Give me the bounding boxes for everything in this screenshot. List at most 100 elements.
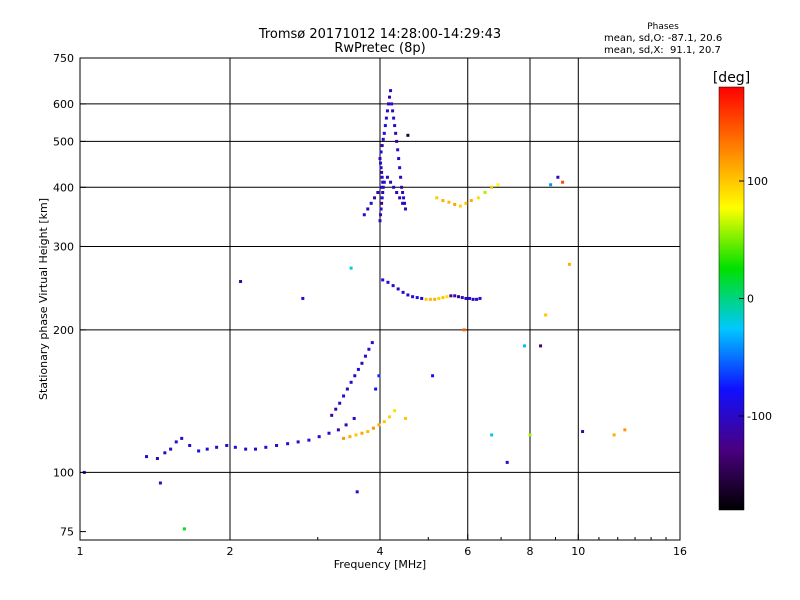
echo-point bbox=[317, 435, 321, 439]
echo-point bbox=[379, 166, 383, 170]
echo-point bbox=[567, 262, 571, 266]
echo-point bbox=[393, 409, 397, 413]
echo-point bbox=[381, 278, 385, 282]
echo-point bbox=[612, 433, 616, 437]
echo-point bbox=[380, 144, 384, 148]
echo-point bbox=[215, 445, 219, 449]
echo-point bbox=[286, 442, 290, 446]
echo-point bbox=[362, 213, 366, 217]
echo-point bbox=[378, 219, 382, 223]
echo-point bbox=[528, 433, 532, 437]
echo-point bbox=[437, 296, 441, 300]
echo-point bbox=[145, 455, 149, 459]
echo-point bbox=[389, 89, 393, 93]
echo-point bbox=[371, 426, 375, 430]
echo-point bbox=[370, 341, 374, 345]
phases-header: Phases bbox=[647, 22, 679, 32]
echo-point bbox=[205, 447, 209, 451]
echo-point bbox=[334, 407, 338, 411]
echo-point bbox=[433, 297, 437, 301]
echo-point bbox=[561, 180, 565, 184]
echo-point bbox=[188, 443, 192, 447]
y-tick-label: 500 bbox=[53, 135, 74, 148]
echo-point bbox=[354, 433, 358, 437]
echo-point bbox=[253, 447, 257, 451]
echo-point bbox=[496, 183, 500, 187]
echo-point bbox=[397, 157, 401, 161]
echo-point bbox=[296, 440, 300, 444]
echo-point bbox=[464, 201, 468, 205]
echo-point bbox=[445, 295, 449, 299]
echo-point bbox=[382, 131, 386, 135]
echo-point bbox=[158, 481, 162, 485]
echo-point bbox=[390, 102, 394, 106]
echo-point bbox=[476, 196, 480, 200]
echo-point bbox=[381, 191, 385, 195]
echo-point bbox=[349, 380, 353, 384]
grid-lines bbox=[80, 58, 680, 540]
echo-point bbox=[180, 436, 184, 440]
echo-point bbox=[403, 416, 407, 420]
echo-point bbox=[505, 460, 509, 464]
echo-point bbox=[233, 445, 237, 449]
echo-point bbox=[392, 116, 396, 120]
colorbar-tick-label: 0 bbox=[747, 293, 754, 306]
y-tick-label: 200 bbox=[53, 324, 74, 337]
x-axis-label: Frequency [MHz] bbox=[334, 558, 426, 571]
echo-point bbox=[363, 354, 367, 358]
echo-point bbox=[391, 109, 395, 113]
echo-point bbox=[349, 266, 353, 270]
y-tick-label: 100 bbox=[53, 466, 74, 479]
echo-point bbox=[392, 185, 396, 189]
echo-point bbox=[399, 175, 403, 179]
echo-point bbox=[544, 313, 548, 317]
echo-point bbox=[549, 183, 553, 187]
echo-point bbox=[376, 191, 380, 195]
echo-point bbox=[382, 180, 386, 184]
echo-point bbox=[428, 297, 432, 301]
echo-point bbox=[380, 196, 384, 200]
echo-point bbox=[386, 102, 390, 106]
echo-point bbox=[411, 295, 415, 299]
echo-point bbox=[338, 401, 342, 405]
y-tick-label: 75 bbox=[60, 526, 74, 539]
echo-point bbox=[449, 294, 453, 298]
echo-point bbox=[556, 175, 560, 179]
echo-point bbox=[395, 191, 399, 195]
echo-point bbox=[379, 207, 383, 211]
x-tick-label: 8 bbox=[527, 545, 534, 558]
echo-point bbox=[342, 436, 346, 440]
echo-point bbox=[381, 185, 385, 189]
echo-point bbox=[389, 180, 393, 184]
y-tick-label: 400 bbox=[53, 181, 74, 194]
echo-point bbox=[275, 443, 279, 447]
echo-point bbox=[345, 387, 349, 391]
echo-point bbox=[381, 180, 385, 184]
echo-point bbox=[373, 196, 377, 200]
echo-point bbox=[396, 148, 400, 152]
colorbar: -100 0 100 [deg] bbox=[713, 70, 772, 511]
echo-point bbox=[469, 199, 473, 203]
echo-point bbox=[379, 185, 383, 189]
echo-point bbox=[464, 296, 468, 300]
echo-point bbox=[400, 185, 404, 189]
echo-point bbox=[385, 175, 389, 179]
echo-point bbox=[581, 430, 585, 434]
echo-point bbox=[366, 207, 370, 211]
x-tick-label: 16 bbox=[673, 545, 687, 558]
echo-point bbox=[458, 204, 462, 208]
x-axis-ticks: 1 2 4 6 8 10 16 bbox=[77, 534, 687, 558]
echo-point bbox=[393, 124, 397, 128]
echo-point bbox=[457, 295, 461, 299]
echo-point bbox=[523, 344, 527, 348]
echo-point bbox=[403, 207, 407, 211]
colorbar-label: [deg] bbox=[713, 70, 750, 86]
echo-point bbox=[377, 374, 381, 378]
echo-point bbox=[379, 150, 383, 154]
echo-point bbox=[367, 347, 371, 351]
echo-point bbox=[471, 297, 475, 301]
echo-point bbox=[462, 328, 466, 332]
echo-point bbox=[623, 428, 627, 432]
echo-point bbox=[353, 374, 357, 378]
echo-point bbox=[388, 415, 392, 419]
